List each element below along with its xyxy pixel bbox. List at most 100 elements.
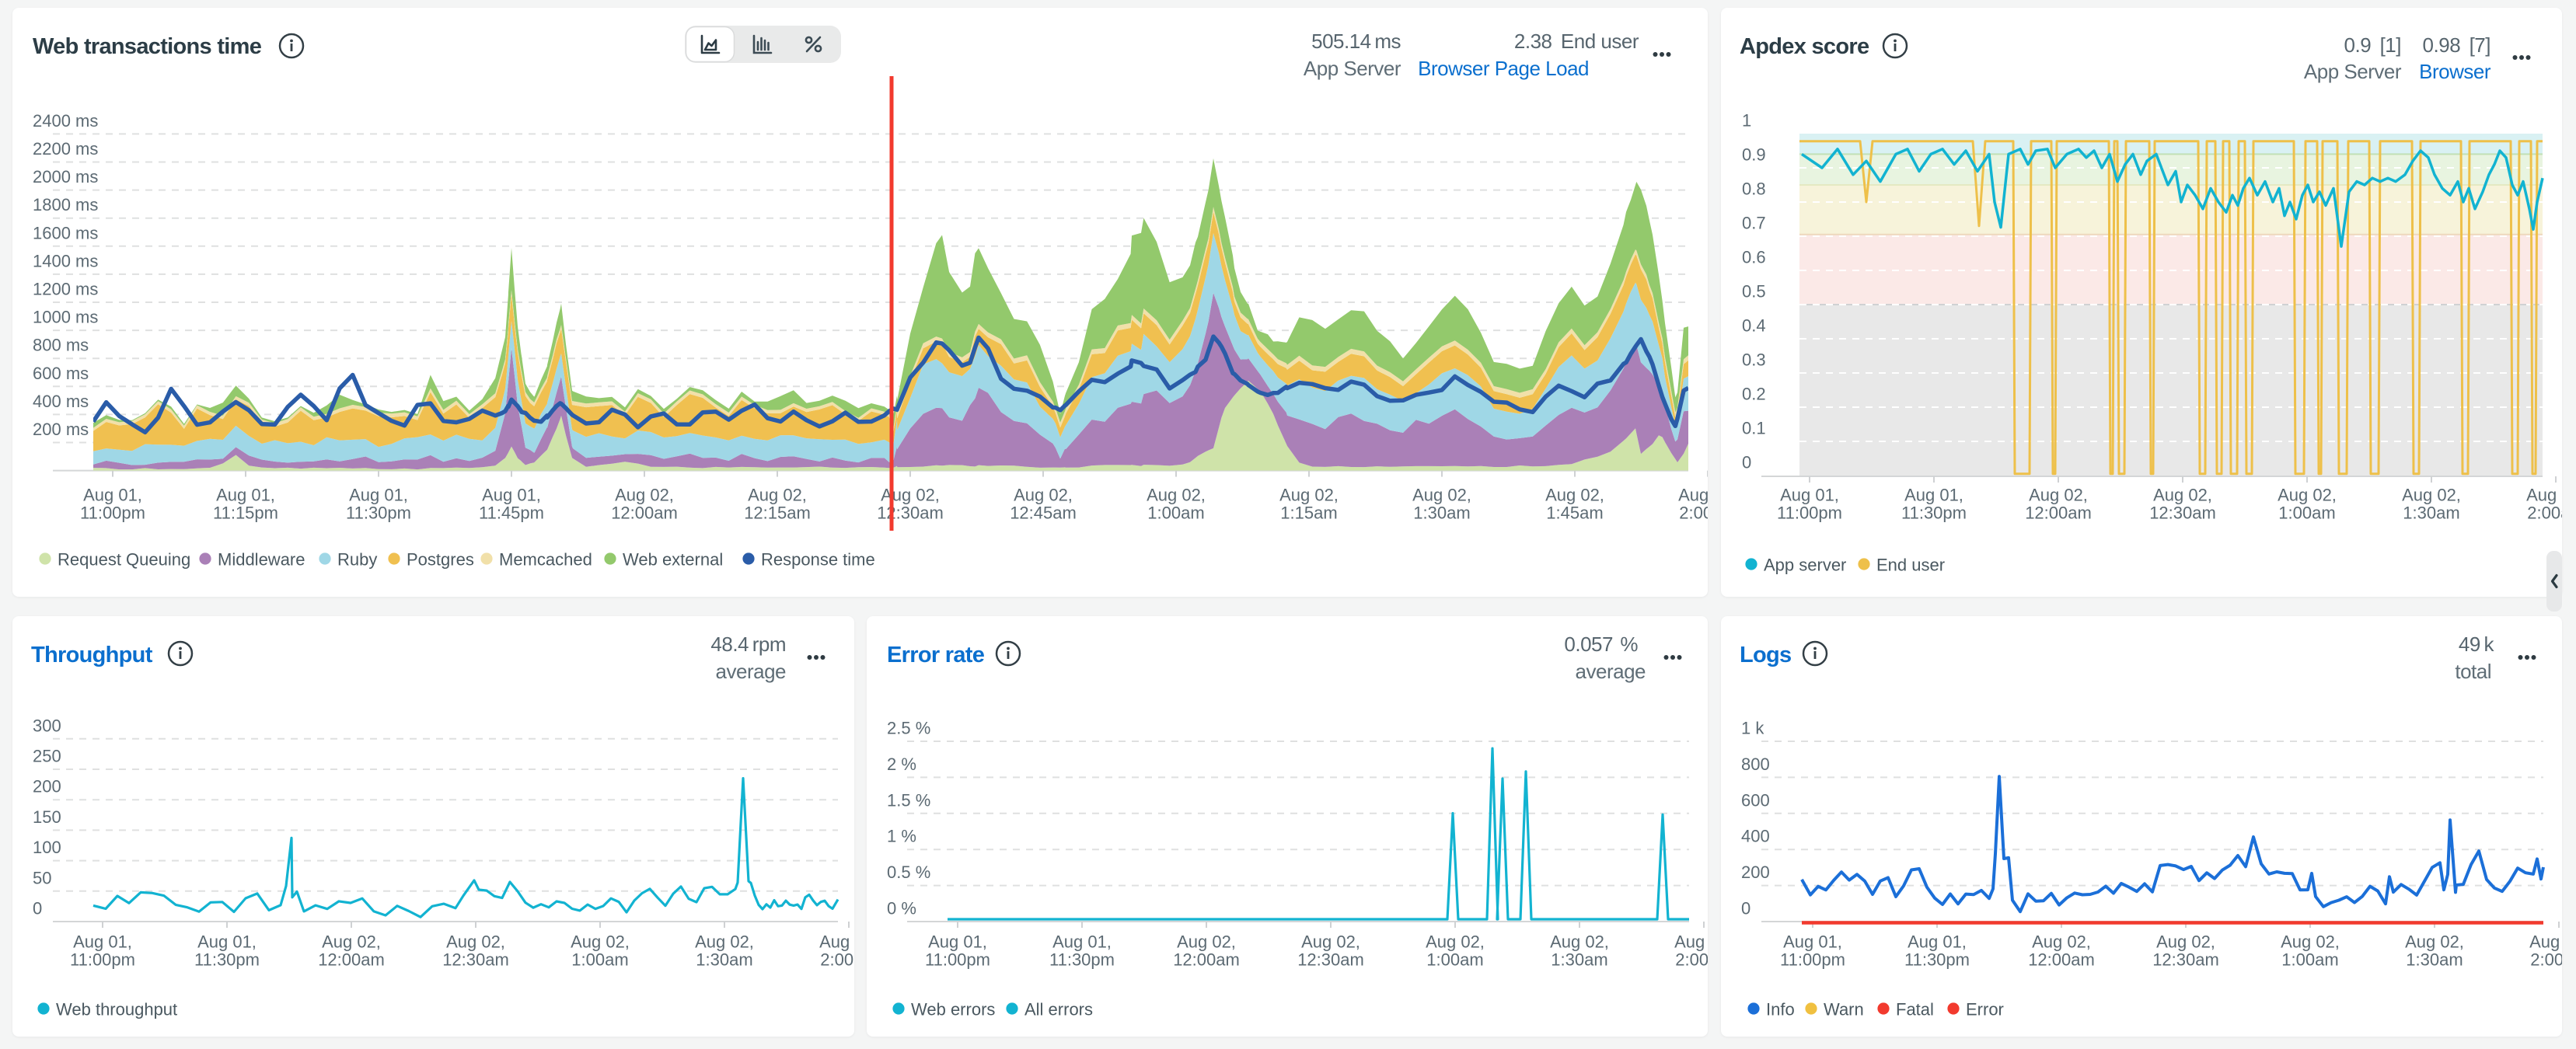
svg-text:Error rate: Error rate xyxy=(887,643,985,667)
svg-text:1:30am: 1:30am xyxy=(2406,950,2463,970)
svg-text:End user: End user xyxy=(1876,556,1945,575)
svg-text:Aug 02,: Aug 02, xyxy=(1678,486,1708,505)
svg-text:Aug 02,: Aug 02, xyxy=(322,932,381,952)
svg-text:49 k: 49 k xyxy=(2459,633,2495,656)
svg-text:12:00am: 12:00am xyxy=(318,950,385,970)
svg-text:Aug 02,: Aug 02, xyxy=(1279,486,1339,505)
svg-text:Warn: Warn xyxy=(1824,1000,1864,1019)
svg-text:12:30am: 12:30am xyxy=(2152,950,2219,970)
svg-text:Aug 02,: Aug 02, xyxy=(695,932,754,952)
svg-text:12:00am: 12:00am xyxy=(1173,950,1240,970)
svg-text:Aug 02,: Aug 02, xyxy=(2278,486,2337,505)
svg-text:Aug 02,: Aug 02, xyxy=(2402,486,2461,505)
svg-text:Info: Info xyxy=(1766,1000,1795,1019)
svg-text:0.5: 0.5 xyxy=(1742,282,1766,301)
svg-text:2:00am: 2:00am xyxy=(1675,950,1708,970)
svg-text:50: 50 xyxy=(33,868,51,887)
svg-text:Aug 02,: Aug 02, xyxy=(1412,486,1471,505)
svg-text:11:30pm: 11:30pm xyxy=(1901,504,1967,523)
svg-text:Aug 02,: Aug 02, xyxy=(1177,932,1236,952)
svg-text:Aug 02,: Aug 02, xyxy=(571,932,630,952)
svg-text:1:15am: 1:15am xyxy=(1280,504,1337,523)
svg-text:12:30am: 12:30am xyxy=(442,950,509,970)
svg-text:0.6: 0.6 xyxy=(1742,248,1766,267)
svg-text:12:45am: 12:45am xyxy=(1010,504,1077,523)
svg-text:Apdex score: Apdex score xyxy=(1740,34,1869,59)
svg-text:Aug 01,: Aug 01, xyxy=(928,932,987,952)
svg-text:11:00pm: 11:00pm xyxy=(80,504,145,523)
svg-text:12:15am: 12:15am xyxy=(744,504,811,523)
svg-text:Aug 02,: Aug 02, xyxy=(446,932,505,952)
svg-text:Aug 01,: Aug 01, xyxy=(349,486,408,505)
svg-text:1:00am: 1:00am xyxy=(571,950,628,970)
svg-text:2400 ms: 2400 ms xyxy=(33,111,98,131)
svg-text:12:00am: 12:00am xyxy=(611,504,678,523)
svg-text:0.9: 0.9 xyxy=(1742,145,1766,165)
svg-text:800 ms: 800 ms xyxy=(33,336,89,355)
svg-text:11:30pm: 11:30pm xyxy=(1049,950,1115,970)
svg-text:total: total xyxy=(2455,660,2491,683)
svg-text:All errors: All errors xyxy=(1024,1000,1093,1019)
svg-text:2:00am: 2:00am xyxy=(1679,504,1708,523)
svg-text:Aug 01,: Aug 01, xyxy=(1780,486,1839,505)
svg-text:12:00am: 12:00am xyxy=(2028,950,2095,970)
svg-text:App Server: App Server xyxy=(2304,60,2402,83)
svg-text:2 %: 2 % xyxy=(887,755,916,774)
svg-text:Aug 01,: Aug 01, xyxy=(1908,932,1967,952)
svg-text:1:00am: 1:00am xyxy=(2281,950,2338,970)
svg-text:1:30am: 1:30am xyxy=(1413,504,1470,523)
svg-text:1:30am: 1:30am xyxy=(696,950,752,970)
svg-text:0.3: 0.3 xyxy=(1742,350,1766,370)
svg-text:Aug 02,: Aug 02, xyxy=(2156,932,2215,952)
svg-text:200 ms: 200 ms xyxy=(33,420,89,439)
svg-text:Aug 01,: Aug 01, xyxy=(197,932,257,952)
svg-text:1600 ms: 1600 ms xyxy=(33,223,98,242)
svg-text:1 k: 1 k xyxy=(1741,719,1764,738)
svg-text:Throughput: Throughput xyxy=(31,643,153,667)
svg-text:Aug 02,: Aug 02, xyxy=(2153,486,2212,505)
svg-text:11:00pm: 11:00pm xyxy=(925,950,990,970)
svg-text:0.7: 0.7 xyxy=(1742,214,1766,233)
svg-text:0.8: 0.8 xyxy=(1742,179,1766,199)
svg-text:0.9 [1]: 0.9 [1] xyxy=(2344,33,2401,57)
svg-text:400 ms: 400 ms xyxy=(33,392,89,411)
svg-text:2:00am: 2:00am xyxy=(2527,504,2562,523)
svg-text:12:00am: 12:00am xyxy=(2025,504,2092,523)
svg-text:Aug 01,: Aug 01, xyxy=(1052,932,1112,952)
svg-text:Web external: Web external xyxy=(623,550,723,570)
svg-text:600 ms: 600 ms xyxy=(33,364,89,383)
svg-text:11:45pm: 11:45pm xyxy=(479,504,544,523)
svg-text:1000 ms: 1000 ms xyxy=(33,308,98,327)
svg-text:Browser: Browser xyxy=(2419,60,2491,83)
svg-text:2000 ms: 2000 ms xyxy=(33,167,98,186)
svg-text:Middleware: Middleware xyxy=(218,550,305,570)
svg-text:0.4: 0.4 xyxy=(1742,316,1766,336)
svg-text:Logs: Logs xyxy=(1740,643,1791,667)
svg-text:12:30am: 12:30am xyxy=(877,504,944,523)
svg-text:Aug 01,: Aug 01, xyxy=(83,486,142,505)
svg-text:Aug 02,: Aug 02, xyxy=(2529,932,2562,952)
svg-text:Error: Error xyxy=(1966,1000,2004,1019)
svg-text:11:00pm: 11:00pm xyxy=(1780,950,1845,970)
svg-text:2200 ms: 2200 ms xyxy=(33,139,98,159)
svg-text:average: average xyxy=(716,660,786,683)
svg-text:300: 300 xyxy=(33,716,61,735)
svg-text:1.5 %: 1.5 % xyxy=(887,790,930,810)
svg-text:0: 0 xyxy=(1742,453,1751,472)
svg-text:1:30am: 1:30am xyxy=(2403,504,2459,523)
svg-text:Browser Page Load: Browser Page Load xyxy=(1418,57,1589,80)
svg-text:Aug 02,: Aug 02, xyxy=(881,486,940,505)
svg-text:Aug 02,: Aug 02, xyxy=(819,932,854,952)
svg-text:0: 0 xyxy=(33,899,42,918)
svg-text:Aug 01,: Aug 01, xyxy=(1904,486,1963,505)
svg-text:Response time: Response time xyxy=(761,550,875,570)
svg-text:11:30pm: 11:30pm xyxy=(194,950,260,970)
svg-text:800: 800 xyxy=(1741,755,1770,774)
svg-text:Aug 02,: Aug 02, xyxy=(1545,486,1604,505)
svg-text:1:00am: 1:00am xyxy=(1147,504,1204,523)
svg-text:2.38 End user: 2.38 End user xyxy=(1514,30,1639,53)
svg-text:Aug 02,: Aug 02, xyxy=(1674,932,1708,952)
svg-text:App server: App server xyxy=(1764,556,1846,575)
svg-text:Aug 02,: Aug 02, xyxy=(1014,486,1073,505)
svg-text:Aug 01,: Aug 01, xyxy=(1783,932,1842,952)
